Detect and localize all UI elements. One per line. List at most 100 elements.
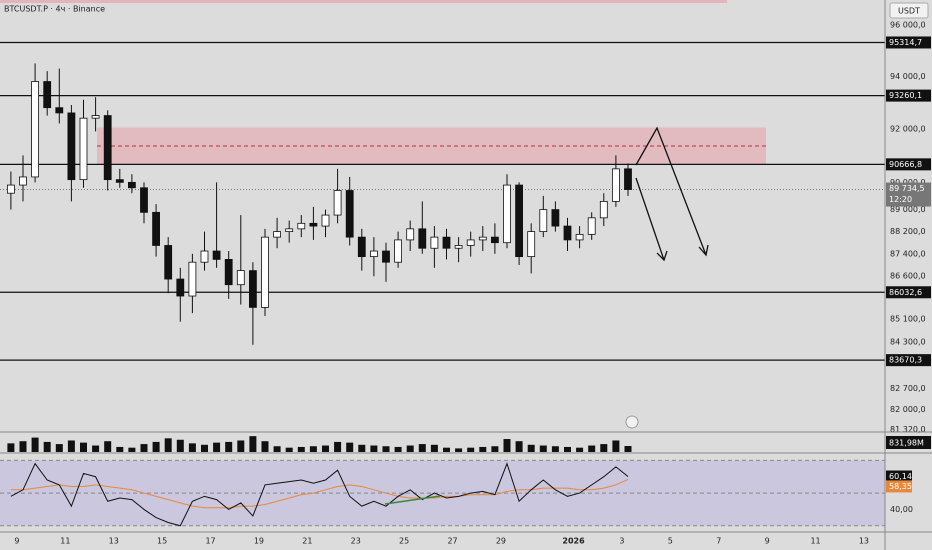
x-tick-label: 9 [765,537,770,546]
candle-body [103,115,112,181]
volume-bar [563,446,571,452]
volume-bar [503,439,511,452]
currency: USDT [898,7,920,16]
candle-body [31,81,39,178]
candle-body [369,250,378,258]
candle-body [551,209,560,227]
level-label: 93260,1 [889,91,922,100]
candle-body [345,190,354,238]
volume-bar [551,446,559,452]
rsi-ma-line [10,478,629,509]
volume-bar [249,436,257,452]
volume-bar [176,439,184,452]
y-tick-label: 81 320,0 [890,425,926,434]
candle-body [91,115,100,119]
x-tick-label: 11 [810,537,820,546]
candle-body [248,270,257,308]
last-price: 89 734,5 [889,184,925,193]
arrow [635,177,665,261]
volume-bar [467,447,475,452]
candle-body [236,270,245,286]
volume-bar [491,446,499,452]
volume-bar [600,444,608,452]
x-tick-label: 21 [302,537,312,546]
y-tick-label: 84 300,0 [890,337,926,346]
level-label: 86032,6 [889,288,922,297]
y-tick-label: 92 000,0 [890,124,926,133]
volume-bar [382,446,390,452]
candle-body [418,228,427,249]
candle-body [115,179,124,183]
divergence-line [384,495,441,505]
rsi-tick-label: 40,00 [890,505,913,514]
rsi-badge [886,470,912,483]
volume-bar [588,445,596,452]
x-tick-label: 9 [14,537,19,546]
candle-body [575,233,584,241]
candle-body [43,81,52,109]
price-badge [886,182,931,207]
volume-bar [116,446,124,452]
volume-label: 831,98M [889,439,924,448]
volume-badge [886,436,931,449]
rsi-line [10,462,629,527]
zone-top [0,0,727,3]
x-tick-label: 27 [447,537,457,546]
volume-bar [213,442,221,452]
x-tick-label: 3 [619,537,624,546]
y-tick-label: 86 600,0 [890,272,926,281]
candle-body [599,200,608,219]
countdown: 12:20 [889,195,912,204]
candle-body [285,228,294,233]
volume-bar [104,441,112,452]
candle-body [19,176,27,186]
y-tick-label: 90 000,0 [890,178,926,187]
y-tick-label: 89 000,0 [890,205,926,214]
volume-bar [79,442,87,452]
volume-bar [346,442,354,452]
rsi-ma-badge [886,480,912,493]
volume-bar [7,443,15,452]
x-tick-label: 17 [205,537,215,546]
volume-bar [43,441,51,452]
x-tick-label: 13 [859,537,869,546]
arrow [635,126,707,256]
volume-bar [19,441,27,452]
candle-body [394,239,402,263]
event-icon [625,415,639,429]
level-badge [886,286,931,299]
currency-box[interactable] [889,2,929,19]
volume-bar [442,447,450,452]
x-tick-label: 15 [157,537,167,546]
volume-bar [515,441,523,452]
candle-body [200,250,209,263]
candle-body [212,250,221,260]
candle-body [176,278,185,297]
candle-body [611,168,620,202]
rsi-ma-value: 58,35 [889,482,912,491]
volume-bar [455,448,463,452]
volume-bar [321,445,329,452]
y-tick-label: 88 200,0 [890,227,926,236]
candle-body [490,236,499,244]
level-badge [886,158,931,171]
x-tick-label: 5 [668,537,673,546]
level-badge [886,89,931,102]
volume-bar [576,447,584,452]
volume-bar [237,440,245,452]
arrow-head [656,250,668,262]
volume-bar [430,444,438,452]
x-tick-label: 29 [496,537,506,546]
volume-bar [394,446,402,452]
volume-bar [612,440,620,452]
candle-body [224,259,233,286]
candle-body [6,184,15,194]
rsi-value: 60,14 [889,472,912,481]
candle-body [442,236,451,249]
volume-bar [225,441,233,452]
x-tick-label: 7 [716,537,721,546]
candle-body [67,112,76,181]
volume-bar [31,437,39,452]
volume-bar [527,444,535,452]
candle-body [140,187,148,213]
